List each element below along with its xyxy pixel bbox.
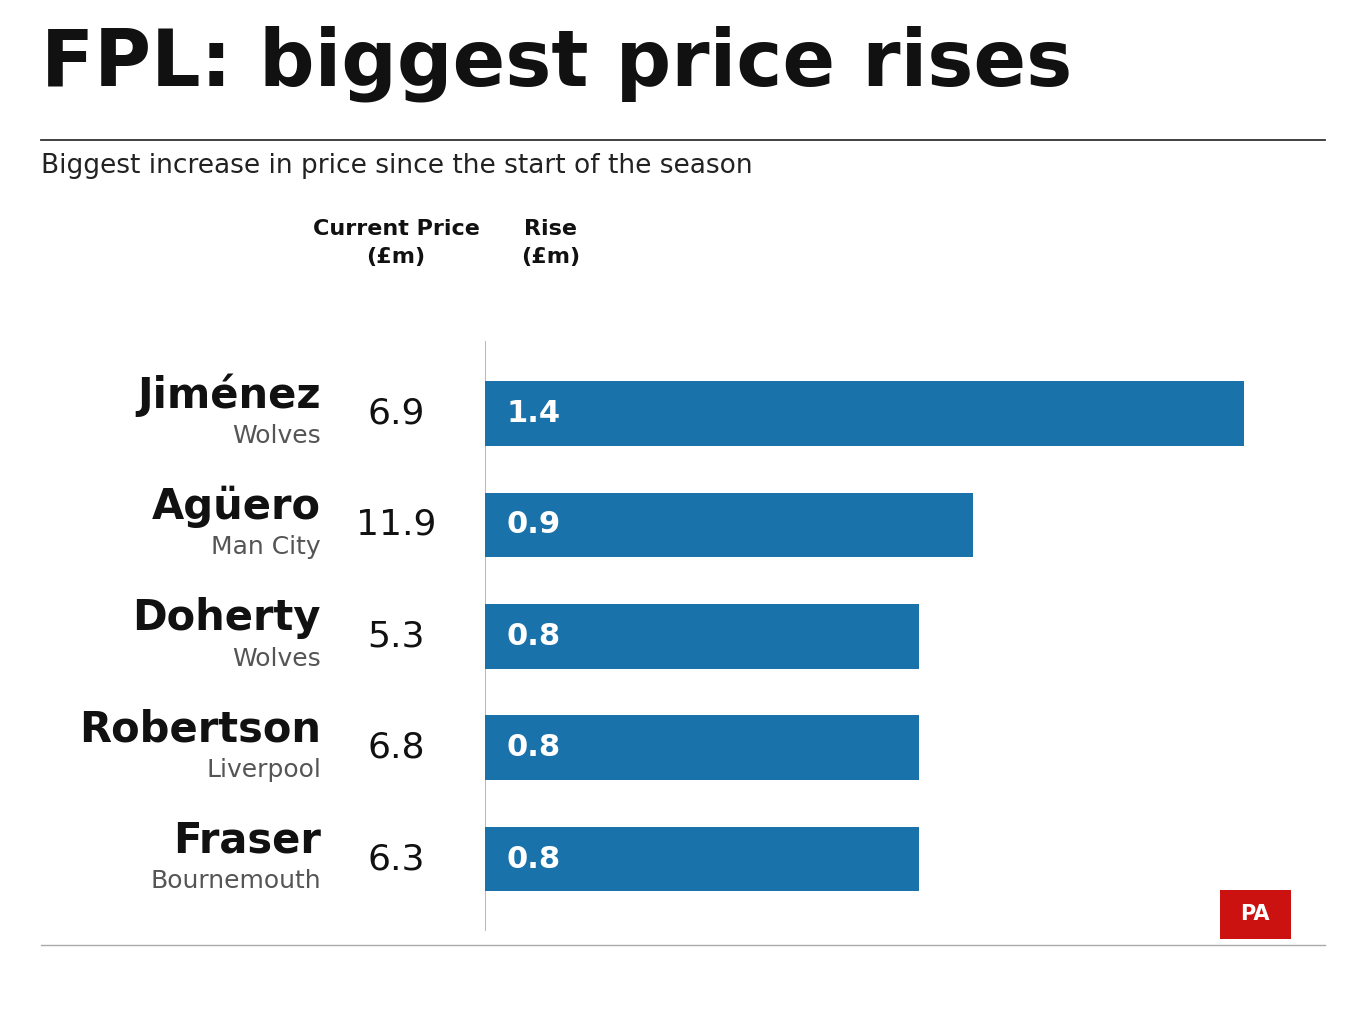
Text: 0.8: 0.8 [507, 733, 560, 762]
Text: 6.3: 6.3 [367, 842, 425, 876]
Text: PA: PA [1240, 904, 1270, 924]
Text: 6.8: 6.8 [367, 731, 425, 765]
Text: Fraser: Fraser [173, 819, 321, 861]
Bar [485, 827, 918, 892]
Text: Wolves: Wolves [232, 423, 321, 448]
Text: Doherty: Doherty [133, 597, 321, 639]
Text: 11.9: 11.9 [357, 508, 436, 542]
Text: Biggest increase in price since the start of the season: Biggest increase in price since the star… [41, 153, 753, 179]
Text: 0.8: 0.8 [507, 845, 560, 873]
Text: 6.9: 6.9 [367, 396, 425, 431]
Bar [485, 381, 1243, 446]
Text: Jiménez: Jiménez [138, 374, 321, 416]
Bar [485, 493, 973, 557]
Text: FPL: biggest price rises: FPL: biggest price rises [41, 25, 1072, 102]
Text: Robertson: Robertson [79, 709, 321, 750]
Bar [485, 604, 918, 669]
Text: Rise
(£m): Rise (£m) [520, 219, 581, 267]
Bar [485, 716, 918, 780]
Text: Bournemouth: Bournemouth [150, 869, 321, 894]
Text: Man City: Man City [212, 535, 321, 559]
Text: 0.9: 0.9 [507, 510, 561, 540]
Text: 1.4: 1.4 [507, 399, 560, 428]
Text: 5.3: 5.3 [367, 619, 425, 654]
Text: Agüero: Agüero [152, 486, 321, 527]
Text: Wolves: Wolves [232, 646, 321, 671]
Text: 0.8: 0.8 [507, 622, 560, 651]
Text: Current Price
(£m): Current Price (£m) [313, 219, 479, 267]
Text: Liverpool: Liverpool [206, 758, 321, 782]
